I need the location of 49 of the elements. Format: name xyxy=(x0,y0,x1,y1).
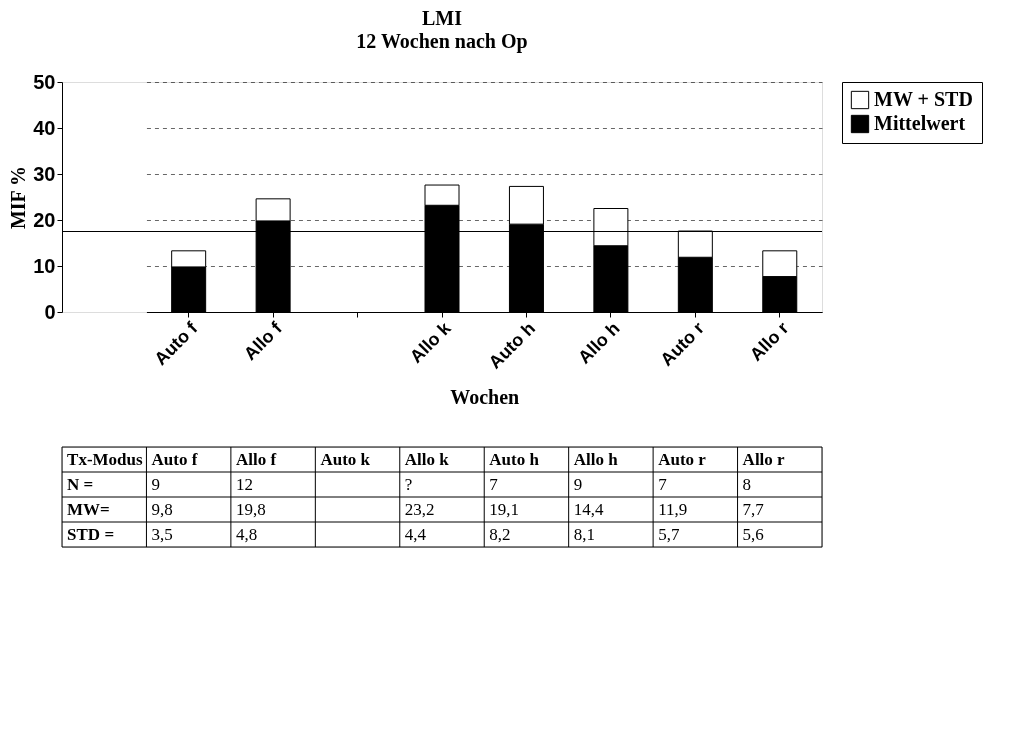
data-label: 9,8 xyxy=(151,499,173,519)
text: Tx-Modus xyxy=(67,449,144,469)
data-label: 23,2 xyxy=(404,499,435,519)
data-label: 3,5 xyxy=(151,524,173,544)
category-label: Allo h xyxy=(573,449,618,469)
data-label: 5,7 xyxy=(658,524,680,544)
text: MW= xyxy=(67,499,110,519)
text: 7 xyxy=(658,474,668,494)
category-label: Auto h xyxy=(489,449,539,469)
category-label: Allo k xyxy=(404,449,449,469)
category-label: Allo r xyxy=(742,449,785,469)
y-tick-label: 0 xyxy=(44,300,56,323)
category-label: Auto r xyxy=(658,449,706,469)
data-label: 4,4 xyxy=(404,524,427,544)
y-tick-label: 10 xyxy=(33,254,56,277)
x-axis-title: Wochen xyxy=(450,385,520,408)
text: N = xyxy=(67,474,94,494)
text: 7 xyxy=(489,474,499,494)
text: 12 xyxy=(235,474,253,494)
data-label: 8,1 xyxy=(573,524,595,544)
data-label: 19,1 xyxy=(489,499,520,519)
y-tick-label: 50 xyxy=(33,70,56,93)
text: 9 xyxy=(151,474,161,494)
y-tick-label: 40 xyxy=(33,116,56,139)
chart-subtitle: 12 Wochen nach Op xyxy=(356,30,528,53)
data-label: 5,6 xyxy=(742,524,764,544)
category-label: Allo f xyxy=(235,449,277,469)
x-tick-label: Allo r xyxy=(745,318,793,365)
text: Auto k xyxy=(320,449,371,469)
chart-title: LMI xyxy=(422,7,463,29)
data-label: 19,8 xyxy=(235,499,266,519)
data-label: 14,4 xyxy=(573,499,604,519)
x-tick-label: Allo h xyxy=(574,318,624,368)
data-label: 4,8 xyxy=(235,524,258,544)
y-tick-label: 30 xyxy=(33,162,56,185)
text: 9 xyxy=(573,474,583,494)
data-label: 7,7 xyxy=(742,499,765,519)
text: ? xyxy=(404,474,413,494)
category-label: Auto f xyxy=(151,449,198,469)
legend-label: MW + STD xyxy=(874,88,973,110)
x-tick-label: Allo f xyxy=(239,317,287,365)
y-tick-label: 20 xyxy=(33,208,56,231)
text: 8 xyxy=(742,474,752,494)
data-label: 11,9 xyxy=(658,499,688,519)
legend-label: Mittelwert xyxy=(874,112,966,134)
y-axis-title: MIF % xyxy=(7,165,30,230)
data-label: 8,2 xyxy=(489,524,511,544)
x-tick-label: Allo k xyxy=(405,317,456,367)
text: STD = xyxy=(67,524,115,544)
